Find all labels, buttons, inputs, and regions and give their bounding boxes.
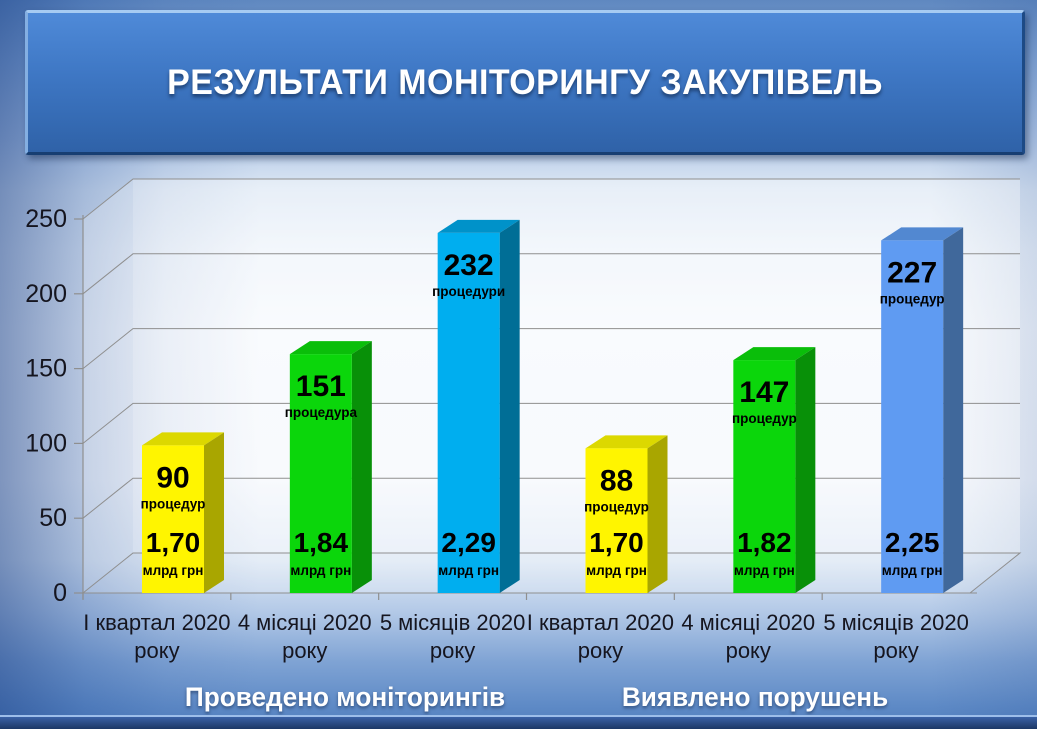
gridline xyxy=(82,402,1020,444)
category-label: 4 місяці 2020 xyxy=(238,610,372,635)
bottom-strip xyxy=(0,715,1037,729)
category-label: І квартал 2020 xyxy=(83,610,230,635)
bar-count-label: 227 xyxy=(887,256,937,289)
bar-front-face xyxy=(142,445,204,593)
bar-front-face xyxy=(881,240,944,593)
bar-amount-label: 1,70 xyxy=(589,527,644,558)
bar-front-face xyxy=(585,448,648,593)
category-label: 5 місяців 2020 xyxy=(823,610,969,635)
category-label: року xyxy=(578,638,623,663)
bar-count-unit-label: процедур xyxy=(732,411,797,426)
category-label: року xyxy=(873,638,918,663)
group-label-monitorings: Проведено моніторингів xyxy=(184,682,506,712)
bar-top-face xyxy=(881,227,964,241)
category-label: року xyxy=(430,638,475,663)
bar-amount-label: 1,82 xyxy=(737,527,792,558)
category-label: року xyxy=(282,638,327,663)
title-box: РЕЗУЛЬТАТИ МОНІТОРИНГУ ЗАКУПІВЕЛЬ xyxy=(25,10,1025,155)
bar-amount-unit-label: млрд грн xyxy=(586,563,647,578)
bar-amount-unit-label: млрд грн xyxy=(438,563,499,578)
bar-amount-unit-label: млрд грн xyxy=(143,563,204,578)
y-tick-label: 150 xyxy=(25,355,67,383)
bar-amount-label: 1,84 xyxy=(294,527,349,558)
bar-count-unit-label: процедура xyxy=(285,405,358,420)
bar-top-face xyxy=(289,341,372,355)
bar-count-unit-label: процедур xyxy=(880,291,945,306)
gridline xyxy=(82,328,1020,369)
bar-count-label: 88 xyxy=(600,464,633,497)
bar-top-face xyxy=(585,435,668,449)
bar-count-unit-label: процедури xyxy=(432,284,505,299)
bar-count-unit-label: процедур xyxy=(584,499,649,514)
category-label: року xyxy=(726,638,771,663)
y-tick-label: 200 xyxy=(25,280,67,308)
bar-count-unit-label: процедур xyxy=(141,496,206,511)
category-label: І квартал 2020 xyxy=(527,610,674,635)
gridline xyxy=(82,178,1020,220)
bar-front-face xyxy=(733,360,796,593)
bar-front-face xyxy=(289,354,352,593)
y-tick-label: 100 xyxy=(25,429,67,457)
bar-amount-label: 1,70 xyxy=(146,527,201,558)
bar-amount-unit-label: млрд грн xyxy=(290,563,351,578)
bar-count-label: 151 xyxy=(296,370,346,403)
bar-top-face xyxy=(437,219,520,233)
bar-count-label: 147 xyxy=(739,376,789,409)
bar-amount-label: 2,25 xyxy=(885,527,940,558)
bar-side-face xyxy=(647,435,668,593)
gridline xyxy=(82,477,1020,519)
bar-amount-unit-label: млрд грн xyxy=(882,563,943,578)
y-tick-label: 50 xyxy=(39,504,67,532)
group-label-violations: Виявлено порушень xyxy=(621,682,889,712)
bar-side-face xyxy=(795,347,816,593)
bar-side-face xyxy=(351,341,372,593)
bar-top-face xyxy=(142,432,224,446)
category-label: 5 місяців 2020 xyxy=(380,610,526,635)
bar-side-face xyxy=(499,219,520,594)
bar-top-face xyxy=(733,347,816,361)
gridline xyxy=(82,253,1020,295)
bar-amount-label: 2,29 xyxy=(441,527,496,558)
side-wall xyxy=(83,179,133,593)
category-label: року xyxy=(134,638,179,663)
bar-side-face xyxy=(943,227,964,593)
y-tick-label: 0 xyxy=(53,579,67,607)
bar-amount-unit-label: млрд грн xyxy=(734,563,795,578)
slide-title: РЕЗУЛЬТАТИ МОНІТОРИНГУ ЗАКУПІВЕЛЬ xyxy=(167,62,883,102)
bar-side-face xyxy=(204,432,224,593)
bar-count-label: 90 xyxy=(156,461,189,494)
bar-front-face xyxy=(437,232,500,594)
bar-count-label: 232 xyxy=(444,249,494,282)
y-tick-label: 250 xyxy=(25,205,67,233)
category-label: 4 місяці 2020 xyxy=(681,610,815,635)
